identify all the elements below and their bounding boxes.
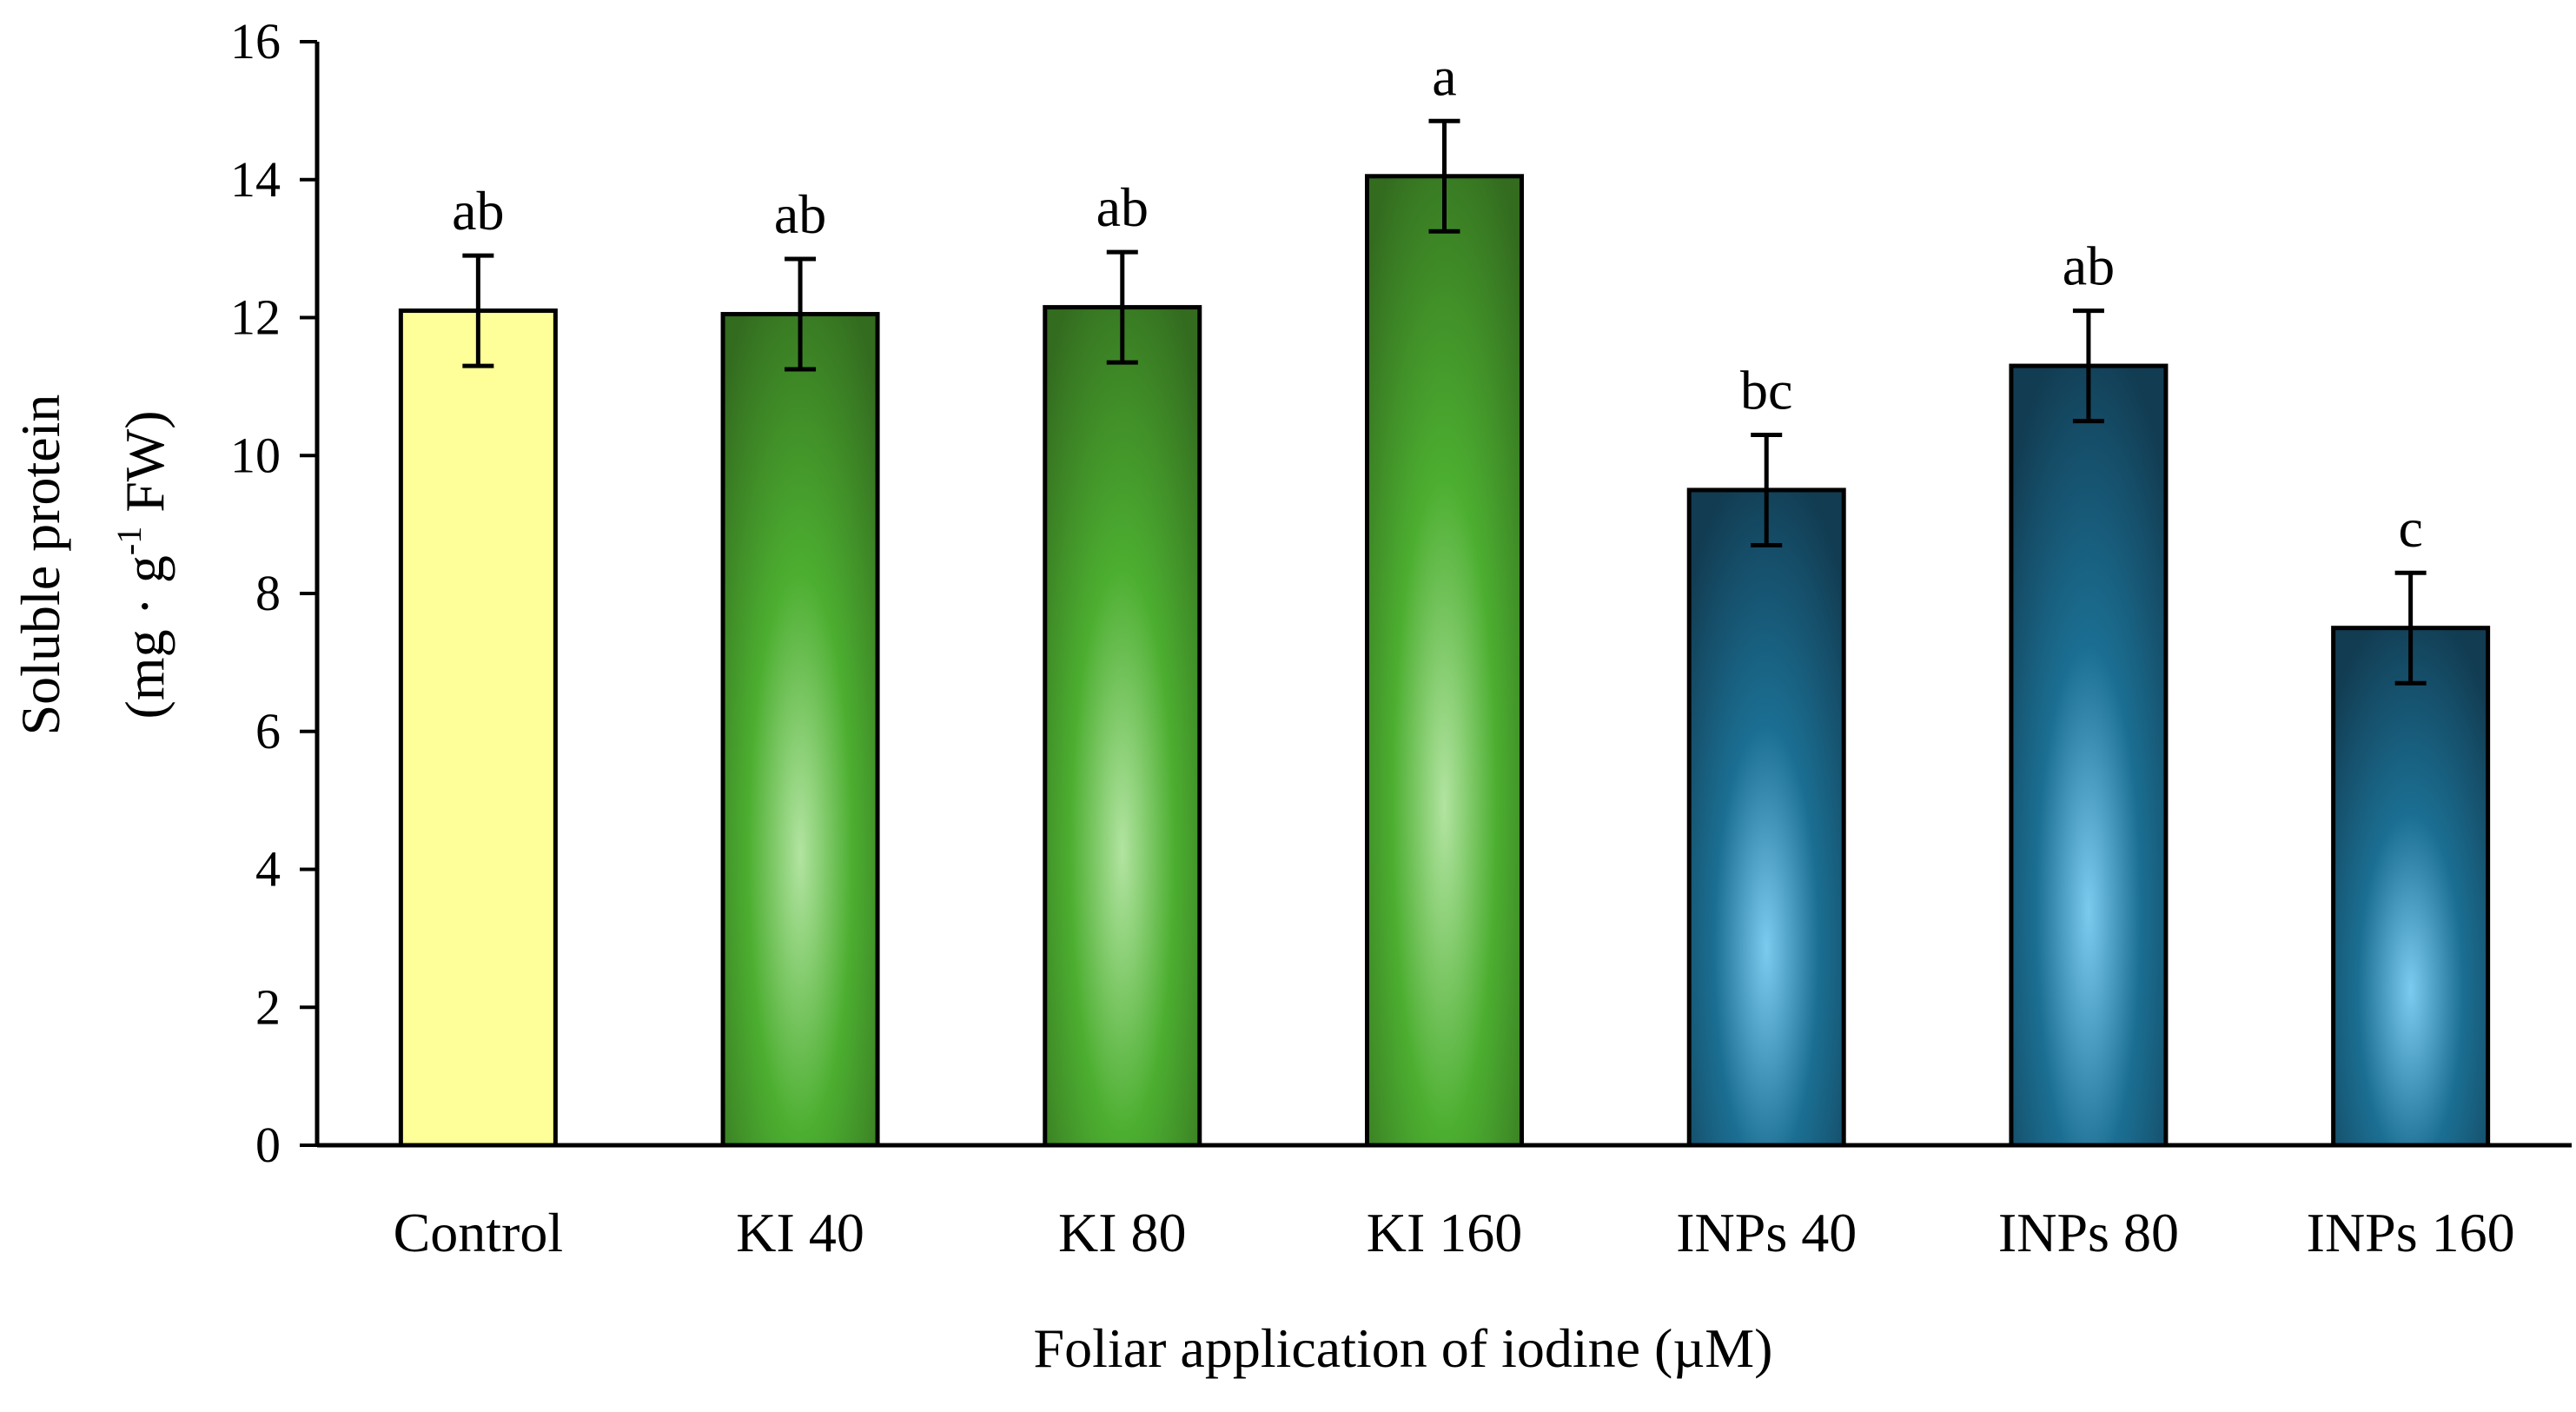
x-tick-label: INPs 80 [1998, 1202, 2179, 1263]
y-tick-label: 6 [255, 703, 281, 759]
bar [1365, 174, 1524, 1148]
significance-label: ab [1096, 176, 1149, 238]
y-tick-label: 4 [255, 841, 281, 898]
y-tick-label: 0 [255, 1117, 281, 1173]
x-tick-label: KI 80 [1058, 1202, 1187, 1263]
x-tick-label: KI 40 [736, 1202, 864, 1263]
bar [720, 312, 880, 1148]
x-tick-label: INPs 160 [2307, 1202, 2515, 1263]
y-tick-label: 10 [230, 427, 281, 483]
x-tick-label: KI 160 [1367, 1202, 1523, 1263]
y-tick-label: 12 [230, 289, 281, 346]
significance-label: ab [774, 183, 826, 245]
y-axis-title-unit-suffix: FW) [114, 410, 175, 526]
significance-label: ab [2063, 235, 2115, 297]
significance-label: c [2398, 497, 2422, 559]
y-tick-label: 8 [255, 565, 281, 621]
significance-label: bc [1740, 359, 1792, 421]
bar [2331, 626, 2491, 1148]
bar [1686, 487, 1846, 1148]
y-axis-title-line1: Soluble protein [10, 394, 71, 736]
svg-text:(mg · g-1 FW): (mg · g-1 FW) [109, 410, 175, 719]
significance-label: ab [452, 180, 504, 242]
plot-area: 0 2 4 6 8 10 12 14 16 ab Control ab KI 40 ab KI 80 a KI … [230, 13, 2572, 1263]
y-axis-title-unit: (mg · g [114, 555, 175, 719]
y-axis-title: Soluble protein (mg · g-1 FW) [10, 394, 175, 736]
x-axis-title: Foliar application of iodine (µM) [1034, 1317, 1773, 1379]
x-tick-label: INPs 40 [1676, 1202, 1857, 1263]
x-tick-label: Control [394, 1202, 564, 1263]
y-tick-label: 2 [255, 978, 281, 1035]
y-tick-label: 14 [230, 151, 281, 208]
bar [2009, 363, 2169, 1148]
bar [398, 308, 558, 1148]
bar [1043, 305, 1202, 1148]
y-tick-label: 16 [230, 13, 281, 70]
svg-text:Soluble protein: Soluble protein [10, 394, 71, 736]
y-axis-title-unit-sup: -1 [109, 527, 149, 555]
significance-label: a [1432, 45, 1456, 107]
